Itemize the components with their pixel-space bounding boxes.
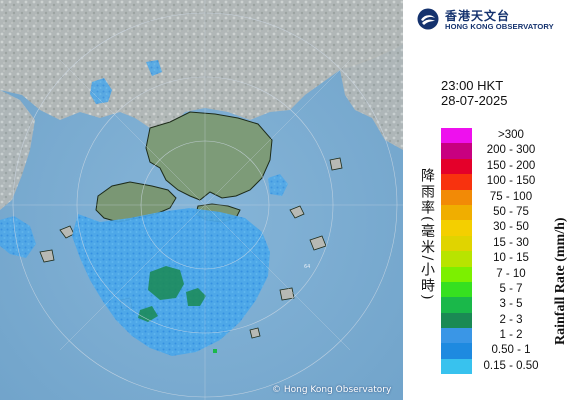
legend-swatch: [441, 281, 472, 298]
legend-swatch: [441, 128, 472, 144]
legend-label: 0.15 - 0.50: [483, 359, 539, 372]
legend-panel: 香港天文台 HONG KONG OBSERVATORY 23:00 HKT 28…: [403, 0, 577, 400]
legend-swatch: [441, 343, 472, 359]
legend-label: 15 - 30: [493, 236, 529, 249]
rain-core-moderate: [138, 266, 206, 322]
legend-swatch: [441, 312, 472, 329]
legend-label: 3 - 5: [499, 298, 523, 311]
legend-label: 50 - 75: [493, 205, 529, 218]
legend-title-en: Rainfall Rate (mm/h): [553, 217, 568, 345]
legend-label: 0.50 - 1: [491, 344, 531, 357]
legend-swatch: [441, 358, 472, 375]
legend-label: 150 - 200: [486, 159, 536, 172]
hko-logo-icon: [417, 8, 439, 30]
east-land: [340, 45, 403, 150]
rain-echo-north: [90, 78, 112, 104]
islands: [39, 157, 343, 339]
legend-title-zh: 降雨率(毫米/小時): [419, 168, 435, 302]
legend-label: 100 - 150: [486, 175, 536, 188]
rain-echo-north-2: [146, 60, 162, 76]
legend-swatch: [441, 189, 472, 205]
color-scale-labels: >300 200 - 300 150 - 200 100 - 150 75 - 100 5…: [476, 128, 546, 374]
legend-swatch: [441, 328, 472, 344]
radar-map: 64: [0, 0, 403, 400]
range-ring-label: 64: [304, 264, 310, 270]
legend-label: 10 - 15: [493, 252, 529, 265]
legend-label: 75 - 100: [489, 190, 533, 203]
org-name-zh: 香港天文台: [445, 9, 511, 23]
legend-swatch: [441, 143, 472, 159]
hong-kong-land: [145, 111, 273, 201]
radial-lines: [0, 0, 403, 400]
legend-swatch: [441, 204, 472, 221]
west-land: [0, 90, 35, 210]
legend-swatch: [441, 220, 472, 236]
legend-label: 30 - 50: [493, 221, 529, 234]
legend-label: 200 - 300: [486, 144, 536, 157]
legend-swatch: [441, 158, 472, 175]
copyright-text: © Hong Kong Observatory: [272, 385, 392, 395]
lantau-island: [95, 181, 177, 223]
legend-swatch: [441, 297, 472, 313]
rain-core-small: [213, 349, 217, 353]
color-scale: [441, 128, 472, 375]
legend-label: 7 - 10: [496, 267, 526, 280]
org-name-en: HONG KONG OBSERVATORY: [445, 22, 554, 31]
rain-echo-east: [268, 174, 288, 196]
legend-swatch: [441, 266, 472, 282]
legend-label: >300: [498, 129, 524, 141]
legend-swatch: [441, 251, 472, 267]
legend-label: 1 - 2: [499, 329, 523, 342]
legend-label: 5 - 7: [499, 282, 523, 295]
legend-swatch: [441, 174, 472, 190]
observation-date: 28-07-2025: [441, 93, 508, 108]
legend-swatch: [441, 235, 472, 252]
legend-label: 2 - 3: [499, 313, 523, 326]
rain-echo-west: [0, 216, 36, 258]
observation-time: 23:00 HKT: [441, 78, 504, 93]
